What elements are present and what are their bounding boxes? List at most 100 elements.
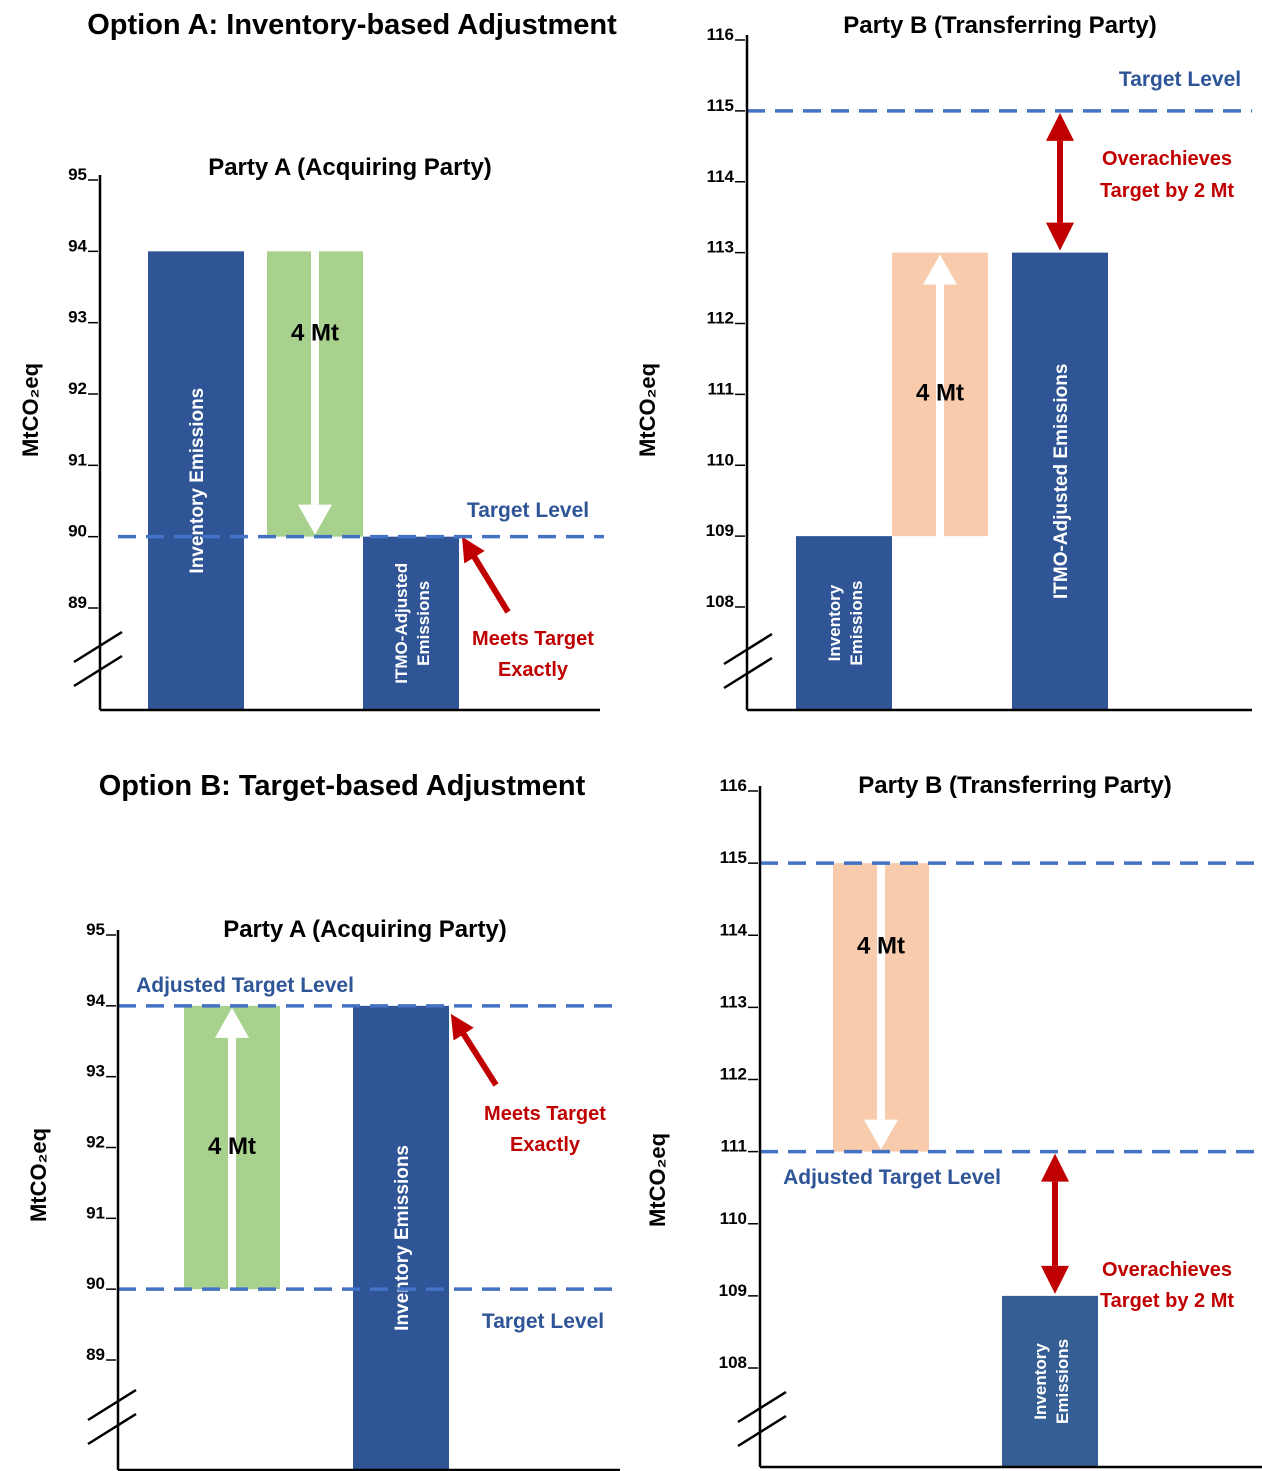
y-tick-label: 110 bbox=[720, 1209, 747, 1228]
y-tick-label: 110 bbox=[707, 450, 734, 469]
white-arrow-shaft bbox=[228, 1037, 236, 1290]
target-level-label: Target Level bbox=[1119, 68, 1241, 91]
y-tick-label: 115 bbox=[707, 96, 734, 115]
y-tick-label: 94 bbox=[68, 236, 87, 255]
chart-title: Party A (Acquiring Party) bbox=[208, 154, 492, 181]
delta-amount-label: 4 Mt bbox=[208, 1133, 256, 1160]
y-axis-label: MtCO₂eq bbox=[18, 363, 43, 457]
adjusted-target-level-label: Adjusted Target Level bbox=[783, 1166, 1001, 1189]
y-axis-label: MtCO₂eq bbox=[645, 1133, 670, 1227]
y-tick-label: 95 bbox=[86, 920, 105, 939]
overachieve-arrow-head-down bbox=[1041, 1265, 1069, 1294]
meets-target-arrow bbox=[461, 536, 511, 614]
option-a-title: Option A: Inventory-based Adjustment bbox=[87, 9, 617, 41]
overachieve-arrow-head-down bbox=[1046, 222, 1074, 251]
y-tick-label: 114 bbox=[707, 167, 735, 186]
bar-label-line: Emissions bbox=[414, 581, 433, 666]
bar-label: Inventory Emissions bbox=[187, 388, 208, 574]
y-tick-label: 113 bbox=[720, 992, 747, 1011]
bar-1 bbox=[148, 251, 244, 711]
y-tick-label: 111 bbox=[708, 379, 735, 398]
y-tick-label: 109 bbox=[706, 521, 734, 540]
meets-target-line-1: Meets Target bbox=[472, 628, 594, 650]
y-tick-label: 89 bbox=[68, 593, 87, 612]
y-tick-label: 93 bbox=[68, 308, 87, 327]
white-arrow-shaft bbox=[311, 251, 319, 505]
overachieves-line-1: Overachieves bbox=[1102, 1259, 1232, 1281]
y-tick-label: 108 bbox=[719, 1353, 747, 1372]
y-tick-label: 95 bbox=[68, 165, 87, 184]
chart-title: Party A (Acquiring Party) bbox=[223, 916, 507, 943]
y-tick-label: 90 bbox=[86, 1274, 105, 1293]
y-tick-label: 109 bbox=[719, 1281, 747, 1300]
axis-break-mark bbox=[723, 656, 773, 690]
bar-2 bbox=[1002, 1295, 1098, 1467]
y-axis-label: MtCO₂eq bbox=[635, 363, 660, 457]
white-arrow-head bbox=[923, 254, 957, 285]
bar-label-line: ITMO-Adjusted bbox=[392, 563, 411, 684]
chart-option-a-party-a: Party A (Acquiring Party) MtCO₂eq Target… bbox=[18, 154, 604, 712]
axis-break-mark bbox=[737, 1390, 787, 1424]
white-arrow-head bbox=[215, 1007, 249, 1038]
bar-label: Inventory Emissions bbox=[392, 1145, 413, 1331]
axis-break-mark bbox=[73, 654, 123, 688]
bar-3 bbox=[363, 536, 459, 710]
bar-label: Inventory Emissions bbox=[1031, 1339, 1072, 1424]
axis-break-mark bbox=[87, 1412, 137, 1446]
white-arrow-head bbox=[864, 1119, 898, 1150]
overachieves-line-2: Target by 2 Mt bbox=[1100, 180, 1234, 202]
axis-break-mark bbox=[87, 1388, 137, 1422]
meets-target-line-2: Exactly bbox=[498, 659, 569, 681]
y-tick-label: 90 bbox=[68, 522, 87, 541]
y-tick-label: 91 bbox=[86, 1203, 105, 1222]
overachieve-arrow-head-up bbox=[1046, 112, 1074, 141]
y-tick-label: 91 bbox=[68, 450, 87, 469]
chart-option-b-party-b: Party B (Transferring Party) MtCO₂eq Adj… bbox=[645, 772, 1262, 1469]
meets-target-line-1: Meets Target bbox=[484, 1103, 606, 1125]
y-tick-label: 116 bbox=[720, 776, 747, 795]
delta-amount-label: 4 Mt bbox=[857, 933, 905, 960]
y-tick-label: 113 bbox=[707, 238, 734, 257]
y-tick-label: 111 bbox=[721, 1137, 748, 1156]
bar-2 bbox=[353, 1005, 449, 1470]
y-tick-label: 112 bbox=[707, 309, 734, 328]
overachieves-line-1: Overachieves bbox=[1102, 148, 1232, 170]
bar-label: ITMO-Adjusted Emissions bbox=[392, 563, 433, 684]
overachieves-line-2: Target by 2 Mt bbox=[1100, 1290, 1234, 1312]
y-tick-label: 89 bbox=[86, 1345, 105, 1364]
white-arrow-head bbox=[298, 504, 332, 535]
target-level-label: Target Level bbox=[467, 499, 589, 522]
adjusted-target-level-label: Adjusted Target Level bbox=[136, 974, 354, 997]
chart-title: Party B (Transferring Party) bbox=[843, 12, 1156, 39]
chart-option-a-party-b: Party B (Transferring Party) MtCO₂eq Tar… bbox=[635, 12, 1252, 712]
delta-amount-label: 4 Mt bbox=[291, 319, 339, 346]
y-tick-label: 92 bbox=[86, 1133, 105, 1152]
y-tick-label: 115 bbox=[720, 848, 747, 867]
axis-break-mark bbox=[737, 1414, 787, 1448]
bar-label: ITMO-Adjusted Emissions bbox=[1051, 364, 1072, 599]
y-axis-label: MtCO₂eq bbox=[26, 1128, 51, 1222]
chart-option-b-party-a: Party A (Acquiring Party) MtCO₂eq Adjust… bbox=[26, 916, 620, 1471]
target-level-label: Target Level bbox=[482, 1310, 604, 1333]
bar-label-line: Emissions bbox=[1053, 1339, 1072, 1424]
axis-break-mark bbox=[723, 632, 773, 666]
y-tick-label: 114 bbox=[720, 920, 748, 939]
bar-label-line: Inventory bbox=[1031, 1343, 1050, 1420]
bar-label-line: Inventory bbox=[825, 584, 844, 661]
bar-label: Inventory Emissions bbox=[825, 581, 866, 666]
bar-1 bbox=[796, 536, 892, 710]
overachieve-arrow-head-up bbox=[1041, 1153, 1069, 1182]
meets-target-line-2: Exactly bbox=[510, 1134, 581, 1156]
chart-title: Party B (Transferring Party) bbox=[858, 772, 1171, 799]
y-tick-label: 92 bbox=[68, 379, 87, 398]
axis-break-mark bbox=[73, 630, 123, 664]
y-tick-label: 93 bbox=[86, 1062, 105, 1081]
y-tick-label: 94 bbox=[86, 991, 105, 1010]
meets-target-arrow bbox=[450, 1013, 499, 1087]
delta-amount-label: 4 Mt bbox=[916, 380, 964, 407]
y-tick-label: 112 bbox=[720, 1065, 747, 1084]
bar-3 bbox=[1012, 252, 1108, 710]
bar-label-line: Emissions bbox=[847, 581, 866, 666]
y-tick-label: 116 bbox=[707, 25, 734, 44]
